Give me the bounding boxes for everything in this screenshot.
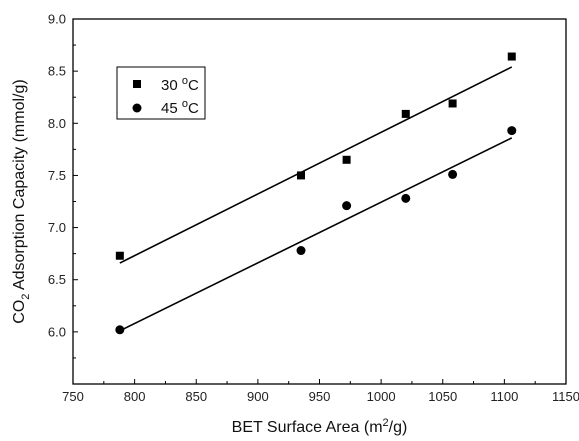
point-circle [448,169,458,179]
legend-marker-30c [133,80,141,88]
x-tick-label: 850 [185,389,207,404]
y-tick-label: 8.5 [48,64,66,79]
legend: 30 oC 45 oC [116,66,206,120]
point-circle [401,193,411,203]
y-axis-title: CO2 Adsorption Capacity (mmol/g) [11,79,32,323]
x-tick-label: 1150 [552,389,579,404]
point-circle [296,246,306,256]
point-circle [342,201,352,211]
x-tick-label: 1000 [367,389,396,404]
x-tick-label: 750 [62,389,84,404]
x-tick-label: 950 [309,389,331,404]
axis-ticks: 750 800 850 900 950 1000 1050 1100 1150 6.0 6.5 7.0… [48,12,579,405]
y-tick-label: 7.0 [48,220,66,235]
legend-label-45c: 45 oC [161,98,199,117]
point-circle [507,126,517,136]
y-tick-label: 8.0 [48,116,66,131]
x-tick-label: 1050 [428,389,457,404]
fit-line-series-1 [119,137,513,332]
fit-lines [119,66,513,332]
x-axis-title: BET Surface Area (m2/g) [232,417,408,436]
y-tick-label: 9.0 [48,12,66,27]
fit-line-series-0 [119,66,513,264]
x-tick-label: 800 [124,389,146,404]
y-tick-label: 7.5 [48,168,66,183]
legend-marker-45c [132,103,142,113]
point-square [401,109,410,118]
x-tick-label: 900 [247,389,269,404]
point-square [342,155,351,164]
point-square [507,52,516,61]
legend-label-30c: 30 oC [161,75,199,94]
point-square [448,99,457,108]
y-tick-label: 6.5 [48,272,66,287]
point-circle [115,325,125,335]
data-points [115,52,517,335]
legend-box [116,66,206,120]
y-tick-label: 6.0 [48,324,66,339]
point-square [297,171,306,180]
point-square [115,251,124,260]
x-tick-label: 1100 [490,389,518,404]
